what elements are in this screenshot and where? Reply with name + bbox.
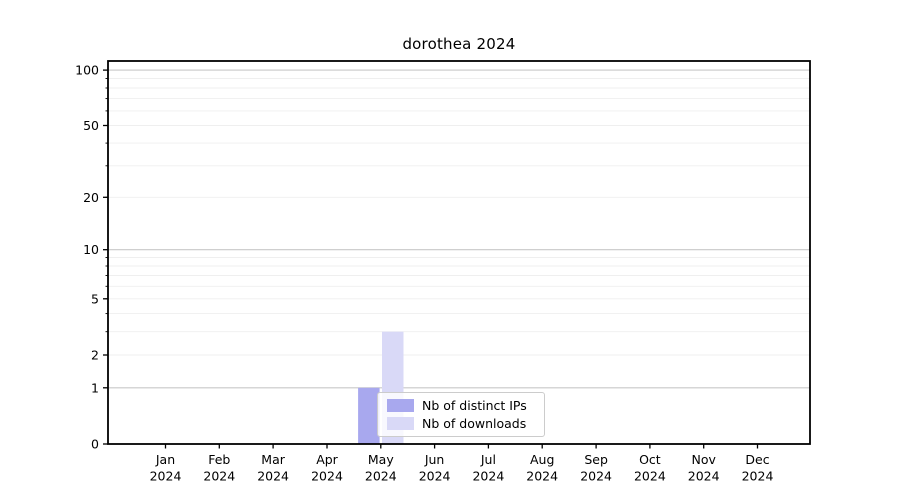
x-tick-label: Oct 2024 — [634, 452, 666, 484]
axes-spines — [107, 60, 811, 445]
x-tick-label: Mar 2024 — [257, 452, 289, 484]
y-tick-label: 50 — [83, 118, 99, 133]
x-axis-ticks: Jan 2024 Feb 2024 Mar 2024 Apr 2024 May 2024 Jun 20… — [150, 444, 774, 484]
x-tick-label: Dec 2024 — [742, 452, 774, 484]
legend-swatch-distinct-ips-icon — [387, 398, 414, 412]
x-tick-label: Nov 2024 — [688, 452, 720, 484]
legend-swatch-downloads-icon — [387, 417, 414, 431]
y-tick-label: 20 — [83, 190, 99, 205]
y-tick-label: 5 — [91, 291, 99, 306]
chart-title: dorothea 2024 — [402, 35, 516, 53]
y-tick-label: 10 — [83, 242, 99, 257]
x-tick-label: May 2024 — [365, 452, 397, 484]
y-tick-label: 2 — [91, 348, 99, 363]
legend-item-distinct-ips: Nb of distinct IPs — [387, 397, 536, 414]
x-tick-label: Apr 2024 — [311, 452, 343, 484]
x-tick-label: Aug 2024 — [526, 452, 558, 484]
legend: Nb of distinct IPs Nb of downloads — [377, 392, 545, 437]
x-tick-label: Jul 2024 — [472, 452, 504, 484]
x-tick-label: Sep 2024 — [580, 452, 612, 484]
legend-label-distinct-ips: Nb of distinct IPs — [422, 397, 527, 413]
y-tick-label: 0 — [91, 437, 99, 452]
gridlines — [108, 69, 810, 389]
legend-item-downloads: Nb of downloads — [387, 415, 536, 432]
bar-nb-of-distinct-ips-may-2024 — [358, 387, 380, 444]
y-axis-ticks: 0 1 2 5 10 20 50 100 — [75, 63, 108, 452]
x-tick-label: Feb 2024 — [203, 452, 235, 484]
y-tick-label: 1 — [91, 380, 99, 395]
x-tick-label: Jan 2024 — [150, 452, 182, 484]
y-tick-label: 100 — [75, 63, 99, 78]
x-tick-label: Jun 2024 — [419, 452, 451, 484]
legend-label-downloads: Nb of downloads — [422, 416, 527, 432]
